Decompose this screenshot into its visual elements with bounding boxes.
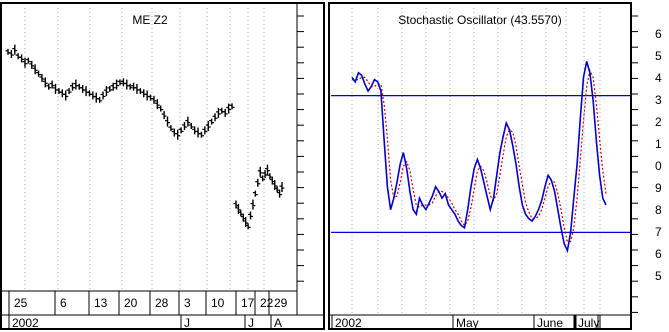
left-date-tick-label: 10 bbox=[211, 296, 225, 310]
left-period-label: J bbox=[184, 316, 190, 330]
left-date-ticks: 25 6 13 20 28 3 10 17 22 29 bbox=[8, 291, 288, 315]
right-period-label: July bbox=[578, 316, 599, 330]
left-price-bars bbox=[5, 44, 285, 230]
left-date-tick-label: 13 bbox=[94, 296, 108, 310]
left-period-label: 2002 bbox=[12, 316, 39, 330]
stochastic-k-line bbox=[351, 61, 607, 254]
right-panel-frame bbox=[328, 2, 632, 330]
far-right-axis-label: 9 bbox=[655, 181, 662, 195]
far-right-axis-label: 4 bbox=[655, 71, 662, 85]
far-right-axis-label: 3 bbox=[655, 93, 662, 107]
right-axis-ticks bbox=[631, 15, 638, 313]
left-date-tick-label: 20 bbox=[124, 296, 138, 310]
right-period-label: May bbox=[456, 316, 479, 330]
left-date-tick-label: 29 bbox=[274, 296, 288, 310]
far-right-axis-label: 1 bbox=[655, 137, 662, 151]
right-period-label: 2002 bbox=[335, 316, 362, 330]
left-date-tick-label: 28 bbox=[155, 296, 169, 310]
far-right-axis-label: 7 bbox=[655, 225, 662, 239]
left-date-tick-label: 22 bbox=[260, 296, 274, 310]
far-right-axis-label: 5 bbox=[655, 49, 662, 63]
right-period-label: June bbox=[537, 316, 563, 330]
left-period-label: A bbox=[274, 316, 282, 330]
left-date-tick-label: 25 bbox=[14, 296, 28, 310]
far-right-axis-label: 5 bbox=[655, 269, 662, 283]
left-date-tick-label: 3 bbox=[184, 296, 191, 310]
left-date-tick-label: 6 bbox=[60, 296, 67, 310]
left-period-label: J bbox=[248, 316, 254, 330]
far-right-axis-label: 6 bbox=[655, 27, 662, 41]
far-right-axis-label: 8 bbox=[655, 203, 662, 217]
far-right-axis-label: 6 bbox=[655, 247, 662, 261]
left-chart-title: ME Z2 bbox=[132, 13, 168, 27]
far-right-axis-label: 2 bbox=[655, 115, 662, 129]
right-period-labels: 2002 May June July bbox=[331, 315, 601, 330]
left-period-labels: 2002 J J A bbox=[8, 315, 282, 330]
left-axis-ticks bbox=[297, 15, 304, 282]
right-panel: Stochastic Oscillator (43.5570) 2002 May J… bbox=[328, 2, 662, 330]
right-chart-title: Stochastic Oscillator (43.5570) bbox=[398, 13, 561, 27]
left-grid bbox=[24, 8, 265, 291]
left-panel-frame bbox=[0, 2, 325, 330]
far-right-axis-label: 0 bbox=[655, 159, 662, 173]
left-date-tick-label: 17 bbox=[241, 296, 255, 310]
left-panel: ME Z2 25 6 13 20 28 3 10 17 22 29 2002 J J A bbox=[0, 2, 325, 330]
